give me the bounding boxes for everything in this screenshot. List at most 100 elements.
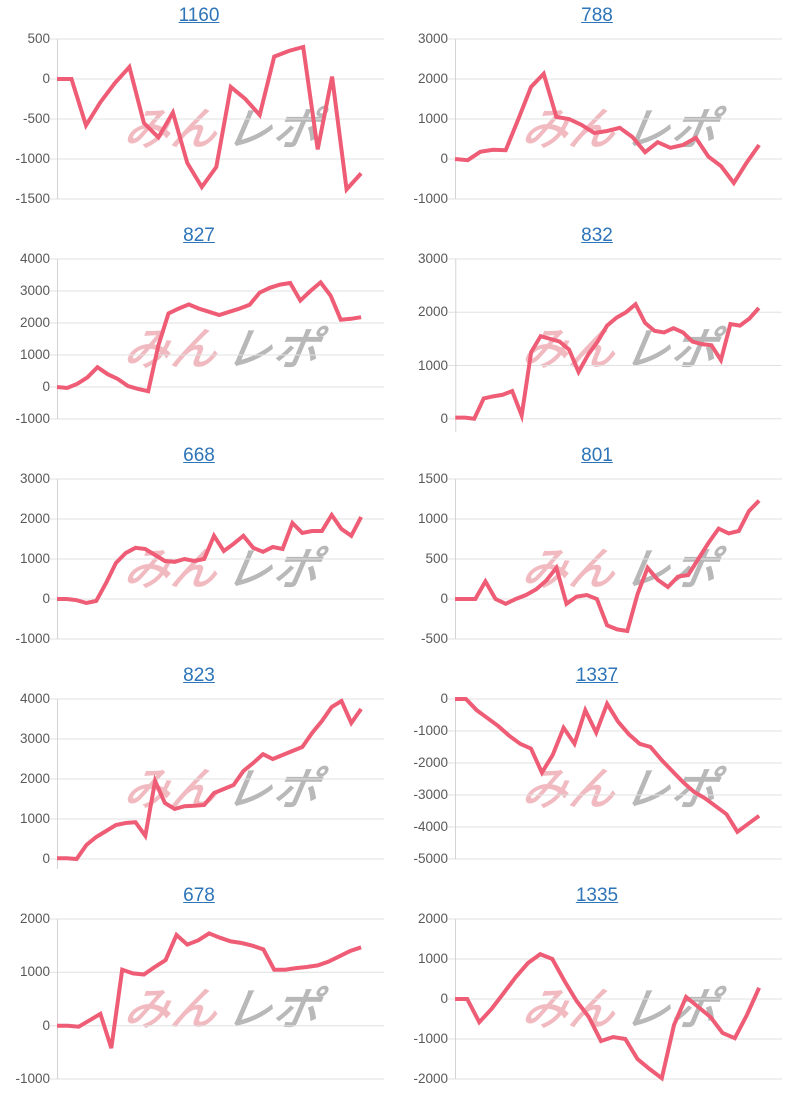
y-tick-label: 0 [42, 379, 50, 394]
data-line [455, 697, 761, 835]
y-tick-label: 1000 [19, 811, 50, 826]
data-line [57, 698, 363, 862]
chart-cell: 678 2000 1000 0 -1000 みんレポ [0, 880, 398, 1100]
line-chart [50, 258, 384, 420]
chart-title-link[interactable]: 668 [183, 445, 215, 466]
chart-title-link[interactable]: 827 [183, 225, 215, 246]
y-tick-label: 0 [440, 991, 448, 1006]
plot-area: みんレポ [448, 478, 782, 650]
chart-title-link[interactable]: 801 [581, 445, 613, 466]
y-tick-label: 4000 [19, 251, 50, 266]
chart-title-row: 788 [398, 5, 796, 27]
plot-area: みんレポ [50, 258, 384, 430]
data-line [455, 301, 761, 424]
y-tick-label: -1000 [15, 411, 50, 426]
line-chart [50, 38, 384, 200]
y-tick-label: 1000 [417, 357, 448, 373]
chart-cell: 668 3000 2000 1000 0 -1000 みんレポ [0, 440, 398, 660]
y-tick-label: 1000 [417, 951, 448, 966]
y-tick-label: -1000 [413, 723, 448, 738]
y-tick-label: 0 [440, 151, 448, 166]
y-tick-label: -2000 [413, 755, 448, 770]
line-chart [448, 258, 782, 432]
data-line [57, 511, 363, 606]
y-tick-label: -2000 [413, 1071, 448, 1086]
chart-title-link[interactable]: 788 [581, 5, 613, 26]
y-tick-label: -1000 [413, 1031, 448, 1046]
data-line [56, 279, 362, 394]
y-tick-label: 1000 [417, 511, 448, 526]
plot-area: みんレポ [448, 697, 782, 870]
y-tick-label: -1000 [413, 191, 448, 206]
chart-cell: 827 4000 3000 2000 1000 0 -1000 みんレポ [0, 220, 398, 440]
y-tick-label: -500 [420, 631, 448, 646]
y-tick-label: 500 [27, 31, 50, 46]
data-line [455, 499, 761, 634]
chart-title-row: 1337 [398, 665, 796, 687]
y-tick-label: 0 [440, 411, 448, 426]
y-tick-label: 0 [42, 851, 50, 866]
y-tick-label: 0 [440, 691, 448, 706]
line-chart [448, 918, 782, 1082]
y-tick-label: 1000 [417, 111, 448, 126]
plot-area: みんレポ [448, 258, 782, 432]
y-tick-label: -1000 [15, 1071, 50, 1086]
line-chart [448, 478, 782, 640]
chart-cell: 823 4000 3000 2000 1000 0 みんレポ [0, 660, 398, 880]
data-line [57, 44, 363, 194]
y-tick-label: 2000 [19, 771, 50, 786]
plot-area: みんレポ [50, 478, 384, 650]
y-tick-label: -4000 [413, 819, 448, 834]
line-chart [50, 698, 384, 869]
chart-cell: 832 3000 2000 1000 0 みんレポ [398, 220, 796, 440]
y-tick-label: -5000 [413, 851, 448, 866]
chart-title-row: 678 [0, 885, 398, 907]
y-tick-label: -1000 [15, 151, 50, 166]
chart-title-link[interactable]: 1337 [575, 665, 619, 686]
y-tick-label: 0 [42, 71, 50, 86]
y-tick-label: -3000 [413, 787, 448, 802]
y-tick-label: 2000 [417, 71, 448, 86]
chart-title-link[interactable]: 678 [183, 885, 215, 906]
chart-title-link[interactable]: 1160 [178, 5, 220, 26]
chart-cell: 788 3000 2000 1000 0 -1000 みんレポ [398, 0, 796, 220]
data-line [454, 69, 761, 187]
data-line [455, 951, 761, 1082]
y-tick-label: 2000 [19, 911, 50, 926]
y-tick-label: 3000 [19, 283, 50, 298]
chart-cell: 1160 500 0 -500 -1000 -1500 みんレポ [0, 0, 398, 220]
y-tick-label: 4000 [19, 691, 50, 706]
plot-area: みんレポ [50, 918, 384, 1090]
y-tick-label: 0 [42, 591, 50, 606]
line-chart [50, 478, 384, 640]
y-tick-label: 3000 [19, 471, 50, 486]
chart-title-link[interactable]: 823 [183, 665, 215, 686]
chart-title-row: 1160 [0, 5, 398, 27]
chart-title-row: 827 [0, 225, 398, 247]
plot-area: みんレポ [448, 38, 782, 210]
y-tick-label: -500 [22, 111, 50, 126]
y-tick-label: 0 [42, 1017, 50, 1033]
y-tick-label: 2000 [417, 911, 448, 926]
y-tick-label: 500 [425, 551, 448, 566]
chart-title-row: 823 [0, 665, 398, 687]
plot-area: みんレポ [50, 38, 384, 210]
chart-title-link[interactable]: 832 [581, 225, 613, 246]
chart-title-link[interactable]: 1335 [575, 885, 619, 906]
y-tick-label: -1500 [15, 191, 50, 206]
chart-title-row: 668 [0, 445, 398, 467]
y-tick-label: 1500 [417, 471, 448, 486]
y-tick-label: 3000 [19, 731, 50, 746]
y-tick-label: 1000 [19, 551, 50, 566]
data-line [57, 931, 362, 1049]
chart-cell: 1337 0 -1000 -2000 -3000 -4000 -5000 みんレポ [398, 660, 796, 880]
line-chart [448, 38, 782, 200]
chart-title-row: 1335 [398, 885, 796, 907]
y-tick-label: 0 [440, 591, 448, 606]
line-chart [50, 918, 384, 1080]
y-tick-label: 2000 [417, 304, 448, 320]
plot-area: みんレポ [448, 918, 782, 1090]
y-tick-label: 2000 [19, 315, 50, 330]
chart-cell: 1335 2000 1000 0 -1000 -2000 みんレポ [398, 880, 796, 1100]
y-tick-label: 3000 [417, 251, 448, 266]
